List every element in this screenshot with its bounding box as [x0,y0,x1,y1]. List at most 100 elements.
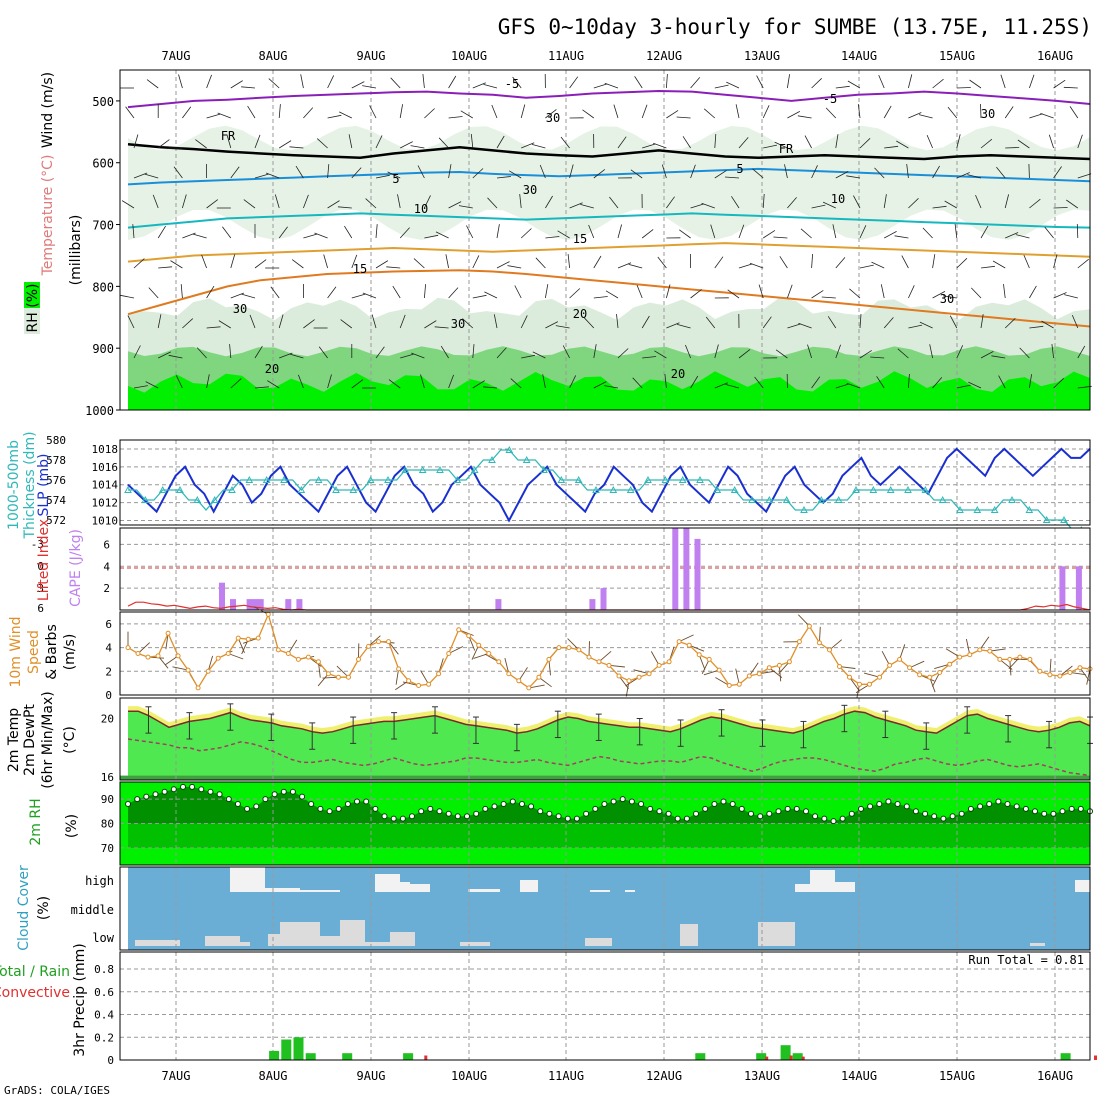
wind-barb [884,145,899,149]
cloud-low-bar [1030,943,1045,946]
wind-barb [351,254,358,269]
wind-barb [909,660,925,669]
wind-barb [1029,74,1035,89]
wind-barb [182,194,187,209]
wind-barb [582,109,595,119]
rh2m-marker [812,813,819,820]
wind-barb [642,356,657,359]
wind-barb [314,232,328,239]
ytick-right: 4 [103,560,110,573]
precip-conv-bar [1094,1055,1097,1060]
panel-frame [119,781,1091,866]
day-label: 16AUG [1037,1069,1073,1083]
rh2m-marker [491,803,498,810]
wind-barb [1071,314,1079,329]
wind-barb [241,293,256,299]
wind-barb [1053,254,1058,269]
wind-barb [411,352,425,359]
wind-barb [726,81,740,89]
wind-barb [555,325,570,329]
rh2m-marker [839,815,846,822]
wind-barb [956,87,971,89]
wind-barb [690,289,702,299]
wind-speed-marker [255,635,261,641]
thickness-marker [280,475,288,483]
contour-label: 5 [736,162,743,176]
rh2m-marker [189,783,196,790]
wind-barb [399,104,403,119]
wind-barb [756,75,764,89]
wind-barb [424,320,437,329]
wind-barb [832,224,837,239]
wind-barb [779,256,788,269]
thickness-marker [696,475,704,483]
rh2m-marker [427,805,434,812]
wind-barb [863,672,880,678]
cape-bar [230,599,236,610]
wind-speed-marker [786,659,792,665]
wind-barb [778,665,782,682]
wind-barb [714,84,729,89]
rh2m-marker [519,801,525,807]
wind-barb [847,80,861,89]
cape-bar [1059,566,1066,610]
wind-barb [253,606,269,615]
wind-speed-marker [666,659,672,665]
wind-barb [856,684,860,701]
wind-barb [979,636,990,651]
wind-speed-marker [366,643,371,649]
ytick-left: -3 [31,538,44,551]
wind-barb [420,670,430,685]
wind-barb [944,200,958,209]
wind-speed-marker [356,656,361,662]
wind-barb [883,317,894,329]
rh2m-marker [949,813,956,820]
wind-speed-marker [1067,670,1073,675]
wind-barb [545,195,553,209]
rh2m-marker [253,803,260,810]
wind-barb [714,382,728,389]
wind-barb [908,198,919,209]
wind-barb [206,113,221,119]
wind-barb [846,175,861,179]
wind-barb [666,284,671,299]
contour-label: FR [221,129,236,143]
rh2m-marker [473,810,480,817]
wind-barb [874,167,885,179]
wind-barb [448,287,459,299]
wind-barb [303,194,309,209]
wind-barb [703,108,716,119]
cloud-low-bar [320,936,340,946]
thickness-marker [1042,515,1051,523]
wind-barb [929,344,933,359]
wind-barb [496,224,500,239]
rh2m-marker [317,805,324,812]
wind-barb [956,384,971,389]
wind-barb [752,168,764,179]
wind-barb [133,385,148,389]
wind-speed-marker [195,685,201,691]
wind-barb [825,107,837,119]
ytick-left: 572 [46,514,66,527]
precip-total-bar [780,1045,791,1060]
day-label: 15AUG [939,1069,975,1083]
wind-barb [787,111,800,119]
wind-barb [532,351,546,359]
side-label: Wind (m/s) [40,72,56,148]
rh2m-marker [995,798,1002,805]
side-label: CAPE (J/kg) [68,529,84,607]
wind-barb [528,684,545,689]
cloud-level-label: low [92,931,114,945]
wind-barb [448,374,454,389]
wind-barb [182,318,194,329]
wind-barb [1029,198,1041,209]
thickness-marker [366,475,375,483]
wind-barb [908,324,923,329]
contour-label: 20 [573,307,587,321]
rh2m-marker [647,805,654,812]
rh2m-marker [628,798,635,805]
thickness-marker [644,475,652,483]
wind-barb [701,659,710,674]
wind-barb [1049,658,1052,675]
contour-label: 10 [831,192,845,206]
